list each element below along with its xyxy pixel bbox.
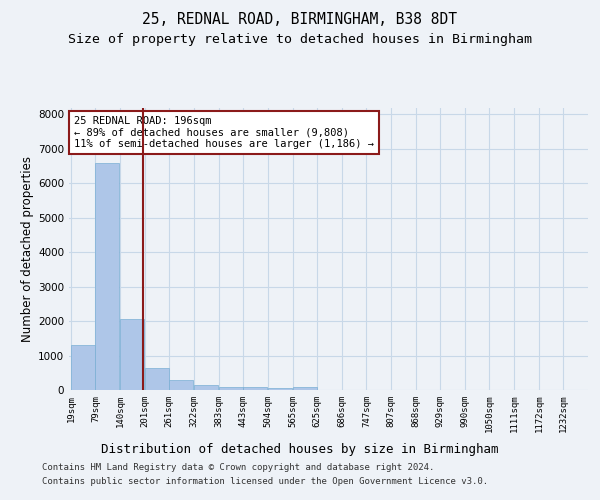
Bar (95, 162, 119, 390)
Bar (293, 386, 317, 390)
Text: 25 REDNAL ROAD: 196sqm
← 89% of detached houses are smaller (9,808)
11% of semi-: 25 REDNAL ROAD: 196sqm ← 89% of detached… (74, 116, 374, 149)
Bar (120, 320, 144, 390)
Text: Contains HM Land Registry data © Crown copyright and database right 2024.: Contains HM Land Registry data © Crown c… (42, 464, 434, 472)
Bar (169, 380, 193, 390)
Y-axis label: Number of detached properties: Number of detached properties (21, 156, 34, 342)
Text: Distribution of detached houses by size in Birmingham: Distribution of detached houses by size … (101, 442, 499, 456)
Bar (145, 368, 169, 390)
Bar (71, 345, 95, 390)
Text: Contains public sector information licensed under the Open Government Licence v3: Contains public sector information licen… (42, 477, 488, 486)
Text: Size of property relative to detached houses in Birmingham: Size of property relative to detached ho… (68, 34, 532, 46)
Bar (243, 388, 267, 390)
Bar (219, 386, 243, 390)
Text: 25, REDNAL ROAD, BIRMINGHAM, B38 8DT: 25, REDNAL ROAD, BIRMINGHAM, B38 8DT (143, 12, 458, 28)
Bar (194, 385, 218, 390)
Bar (268, 388, 292, 390)
